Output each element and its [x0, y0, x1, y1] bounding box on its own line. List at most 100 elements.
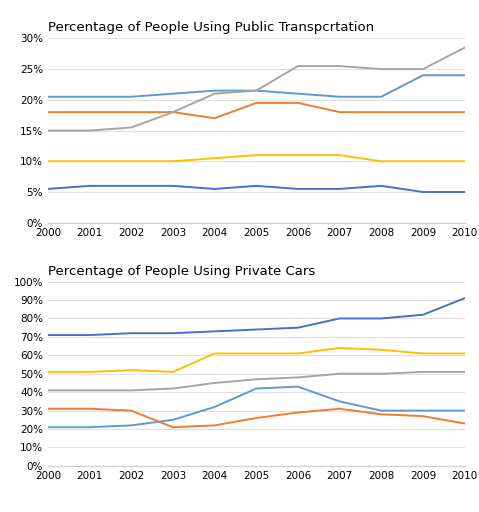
- Adelaide: [45, 332, 51, 338]
- Adelaide: [170, 330, 176, 336]
- Text: Percentage of People Using Private Cars: Percentage of People Using Private Cars: [48, 265, 315, 278]
- Melbourne: [295, 100, 301, 106]
- Brisbane: [378, 66, 384, 72]
- Perth: [378, 158, 384, 164]
- Perth: [170, 158, 176, 164]
- Perth: [170, 369, 176, 375]
- Brisbane: [87, 387, 92, 393]
- Melbourne: [128, 408, 134, 414]
- Adelaide: [462, 295, 468, 301]
- Perth: [337, 345, 342, 351]
- Perth: [253, 152, 259, 158]
- Sydney: [212, 88, 217, 94]
- Sydney: [45, 94, 51, 100]
- Melbourne: [87, 109, 92, 115]
- Adelaide: [420, 189, 426, 195]
- Sydney: [45, 424, 51, 430]
- Perth: [128, 158, 134, 164]
- Perth: [378, 347, 384, 353]
- Sydney: [170, 91, 176, 97]
- Sydney: [295, 91, 301, 97]
- Brisbane: [45, 387, 51, 393]
- Melbourne: [337, 406, 342, 412]
- Perth: [212, 350, 217, 356]
- Adelaide: [212, 186, 217, 192]
- Perth: [128, 367, 134, 373]
- Perth: [87, 369, 92, 375]
- Brisbane: [170, 109, 176, 115]
- Melbourne: [170, 424, 176, 430]
- Brisbane: [420, 369, 426, 375]
- Adelaide: [87, 332, 92, 338]
- Line: Adelaide: Adelaide: [48, 186, 465, 192]
- Brisbane: [45, 127, 51, 134]
- Perth: [295, 350, 301, 356]
- Sydney: [420, 72, 426, 78]
- Line: Adelaide: Adelaide: [48, 298, 465, 335]
- Perth: [212, 155, 217, 161]
- Melbourne: [212, 115, 217, 121]
- Perth: [337, 152, 342, 158]
- Perth: [295, 152, 301, 158]
- Adelaide: [295, 325, 301, 331]
- Brisbane: [337, 371, 342, 377]
- Brisbane: [212, 380, 217, 386]
- Melbourne: [212, 422, 217, 429]
- Brisbane: [462, 45, 468, 51]
- Melbourne: [170, 109, 176, 115]
- Line: Sydney: Sydney: [48, 75, 465, 97]
- Melbourne: [45, 109, 51, 115]
- Adelaide: [378, 183, 384, 189]
- Brisbane: [87, 127, 92, 134]
- Sydney: [128, 422, 134, 429]
- Brisbane: [378, 371, 384, 377]
- Line: Melbourne: Melbourne: [48, 409, 465, 427]
- Adelaide: [253, 327, 259, 333]
- Brisbane: [253, 88, 259, 94]
- Melbourne: [295, 410, 301, 416]
- Adelaide: [378, 315, 384, 322]
- Sydney: [337, 398, 342, 404]
- Sydney: [170, 417, 176, 423]
- Perth: [420, 350, 426, 356]
- Sydney: [378, 94, 384, 100]
- Sydney: [87, 94, 92, 100]
- Line: Perth: Perth: [48, 155, 465, 161]
- Brisbane: [420, 66, 426, 72]
- Adelaide: [170, 183, 176, 189]
- Adelaide: [420, 312, 426, 318]
- Sydney: [87, 424, 92, 430]
- Melbourne: [462, 420, 468, 426]
- Perth: [253, 350, 259, 356]
- Perth: [462, 158, 468, 164]
- Melbourne: [462, 109, 468, 115]
- Melbourne: [420, 413, 426, 419]
- Adelaide: [253, 183, 259, 189]
- Brisbane: [128, 387, 134, 393]
- Sydney: [378, 408, 384, 414]
- Adelaide: [295, 186, 301, 192]
- Line: Perth: Perth: [48, 348, 465, 372]
- Adelaide: [128, 330, 134, 336]
- Sydney: [212, 404, 217, 410]
- Sydney: [337, 94, 342, 100]
- Perth: [45, 158, 51, 164]
- Melbourne: [420, 109, 426, 115]
- Brisbane: [170, 386, 176, 392]
- Sydney: [253, 88, 259, 94]
- Legend: Sydney, Melbourne, Brisbane, Perth, Adelaide: Sydney, Melbourne, Brisbane, Perth, Adel…: [66, 280, 446, 298]
- Melbourne: [253, 415, 259, 421]
- Melbourne: [128, 109, 134, 115]
- Adelaide: [462, 189, 468, 195]
- Melbourne: [87, 406, 92, 412]
- Brisbane: [462, 369, 468, 375]
- Text: Percentage of People Using Public Transpcrtation: Percentage of People Using Public Transp…: [48, 22, 374, 34]
- Perth: [462, 350, 468, 356]
- Line: Brisbane: Brisbane: [48, 372, 465, 390]
- Brisbane: [253, 376, 259, 382]
- Sydney: [295, 383, 301, 390]
- Melbourne: [378, 411, 384, 417]
- Sydney: [128, 94, 134, 100]
- Brisbane: [128, 124, 134, 131]
- Melbourne: [337, 109, 342, 115]
